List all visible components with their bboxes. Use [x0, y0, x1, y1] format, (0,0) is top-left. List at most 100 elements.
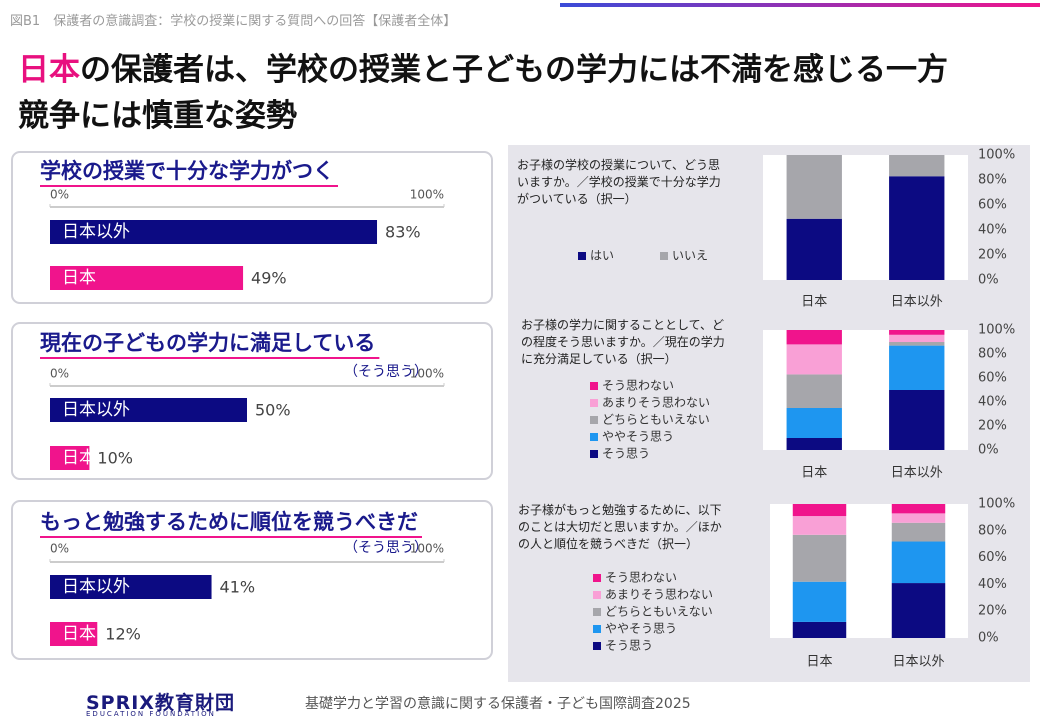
legend-swatch: [590, 450, 598, 458]
value-label: 12%: [105, 625, 141, 644]
bar: [50, 446, 90, 470]
value-label: 83%: [385, 223, 421, 242]
category-label: 日本以外: [62, 400, 130, 420]
legend-swatch: [660, 252, 668, 260]
legend-label: そう思う: [602, 447, 650, 461]
logo: SPRIX教育財団: [86, 692, 235, 714]
category-label: 日本以外: [62, 222, 130, 242]
bar-segment: [889, 342, 945, 346]
legend-swatch: [593, 642, 601, 650]
bar-segment: [786, 408, 842, 438]
question: お子様の学校の授業について、どう思いますか。／学校の授業で十分な学力がついている…: [517, 158, 721, 206]
source: 基礎学力と学習の意識に関する保護者・子ども国際調査2025: [305, 696, 691, 712]
y-tick-label: 80%: [978, 173, 1007, 188]
y-tick-label: 20%: [978, 604, 1007, 619]
bar-segment: [786, 155, 842, 219]
y-tick-label: 60%: [978, 198, 1007, 213]
category-label: 日本: [62, 268, 96, 288]
bar: [50, 398, 247, 422]
y-tick-label: 0%: [978, 273, 999, 288]
panel: [11, 322, 493, 480]
bar-segment: [889, 155, 945, 177]
bar-segment: [792, 621, 847, 638]
title-line: 競争には慎重な姿勢: [18, 98, 297, 134]
value-label: 50%: [255, 401, 291, 420]
caption: 図B1 保護者の意識調査：学校の授業に関する質問への回答【保護者全体】: [10, 14, 457, 29]
legend-label: あまりそう思わない: [602, 396, 710, 410]
legend-label: どちらともいえない: [602, 413, 710, 427]
y-tick-label: 40%: [978, 223, 1007, 238]
panel-subtitle: （そう思う）: [344, 364, 428, 380]
panel-title: 現在の子どもの学力に満足している: [40, 331, 375, 355]
panel-title: もっと勉強するために順位を競うべきだ: [40, 510, 418, 534]
y-tick-label: 0%: [978, 631, 999, 646]
legend-swatch: [590, 416, 598, 424]
bar-segment: [889, 334, 945, 342]
y-tick-label: 100%: [978, 148, 1015, 163]
bar-segment: [786, 344, 842, 375]
bar: [50, 266, 244, 290]
y-tick-label: 60%: [978, 550, 1007, 565]
logo-sub: EDUCATION FOUNDATION: [86, 710, 216, 718]
bar-segment: [792, 516, 847, 535]
bar-segment: [786, 330, 842, 345]
x-tick-label: 100%: [410, 542, 444, 556]
legend-label: そう思わない: [605, 571, 677, 585]
y-tick-label: 60%: [978, 371, 1007, 386]
panel-subtitle: （そう思う）: [344, 540, 428, 556]
legend-label: どちらともいえない: [605, 605, 713, 619]
bar-segment: [786, 374, 842, 408]
legend-swatch: [593, 608, 601, 616]
bar-segment: [792, 504, 847, 517]
legend-label: あまりそう思わない: [605, 588, 713, 602]
legend-label: ややそう思う: [602, 430, 674, 444]
y-tick-label: 40%: [978, 395, 1007, 410]
x-tick-label: 0%: [50, 542, 69, 556]
value-label: 10%: [97, 449, 133, 468]
bar: [50, 220, 378, 244]
bar-segment: [891, 504, 946, 514]
value-label: 41%: [220, 578, 256, 597]
bar-segment: [889, 330, 945, 335]
bar-segment: [889, 176, 945, 280]
x-tick-label: 0%: [50, 367, 69, 381]
value-label: 49%: [251, 269, 287, 288]
y-tick-label: 40%: [978, 577, 1007, 592]
bar-segment: [891, 513, 946, 523]
top-accent: [560, 3, 1040, 7]
y-tick-label: 0%: [978, 443, 999, 458]
category-label: 日本: [62, 448, 96, 468]
bar-segment: [786, 218, 842, 280]
legend-label: ややそう思う: [605, 622, 677, 636]
bar: [50, 622, 98, 646]
bar-segment: [792, 581, 847, 622]
legend-label: いいえ: [672, 249, 708, 263]
y-tick-label: 80%: [978, 523, 1007, 538]
legend-swatch: [590, 382, 598, 390]
question: お子様がもっと勉強するために、以下のことは大切だと思いますか。／ほかの人と順位を…: [518, 503, 722, 551]
title: 日本の保護者は、学校の授業と子どもの学力には不満を感じる一方: [18, 44, 948, 89]
legend-swatch: [590, 399, 598, 407]
x-tick-label: 100%: [410, 367, 444, 381]
category-label: 日本: [62, 624, 96, 644]
bar-segment: [792, 534, 847, 582]
bar-segment: [891, 583, 946, 638]
title-highlight: 日本: [18, 52, 80, 88]
x-tick-label: 日本: [801, 466, 827, 481]
y-tick-label: 80%: [978, 347, 1007, 362]
x-tick-label: 日本: [801, 295, 827, 310]
bar-segment: [889, 345, 945, 390]
y-tick-label: 20%: [978, 248, 1007, 263]
question: お子様の学力に関することとして、どの程度そう思いますか。／現在の学力に充分満足し…: [521, 318, 725, 366]
x-tick-label: 日本以外: [891, 466, 943, 481]
x-tick-label: 日本以外: [892, 655, 944, 670]
legend-label: そう思わない: [602, 379, 674, 393]
legend-swatch: [593, 625, 601, 633]
bar: [50, 575, 212, 599]
bar-segment: [891, 522, 946, 542]
x-tick-label: 日本: [806, 655, 832, 670]
legend-swatch: [593, 591, 601, 599]
bar-segment: [889, 390, 945, 450]
